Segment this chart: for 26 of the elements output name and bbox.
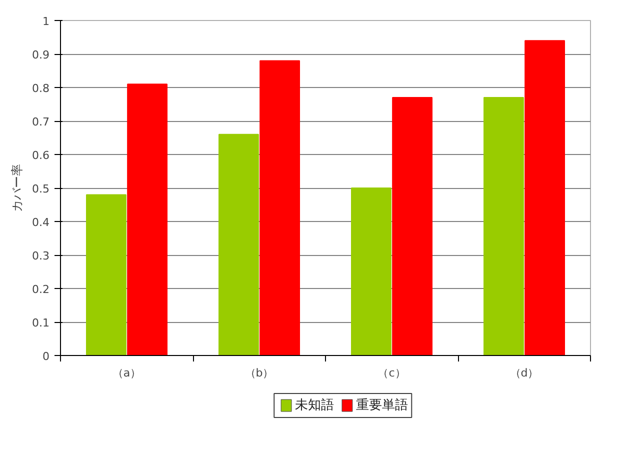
bar <box>260 60 300 356</box>
y-tick-label: 0 <box>42 350 50 363</box>
x-tick-label: （a） <box>112 366 142 380</box>
legend-label: 重要単語 <box>356 398 408 413</box>
y-tick-label: 0.5 <box>32 182 50 196</box>
bar <box>86 194 126 356</box>
y-tick-label: 0.2 <box>32 283 50 296</box>
y-tick-label: 0.8 <box>32 82 50 95</box>
bar <box>524 40 566 356</box>
bar <box>392 97 433 356</box>
y-tick-label: 0.4 <box>32 216 50 229</box>
y-tick-label: 0.7 <box>32 116 50 128</box>
legend-label: 未知語 <box>294 398 334 413</box>
y-tick-label: 0.3 <box>32 250 50 262</box>
bar <box>127 84 168 356</box>
x-tick-label: （d） <box>510 366 539 380</box>
y-axis-title: カバー率 <box>10 164 24 212</box>
bar <box>218 134 259 356</box>
bar <box>350 188 392 356</box>
x-tick-label: （c） <box>378 366 406 380</box>
y-tick-label: 0.9 <box>32 48 50 62</box>
x-tick-label: （b） <box>244 366 274 380</box>
y-tick-label: 0.6 <box>32 149 50 162</box>
y-tick-label: 0.1 <box>32 316 50 330</box>
y-tick-label: 1 <box>42 15 50 28</box>
bar <box>483 97 524 356</box>
